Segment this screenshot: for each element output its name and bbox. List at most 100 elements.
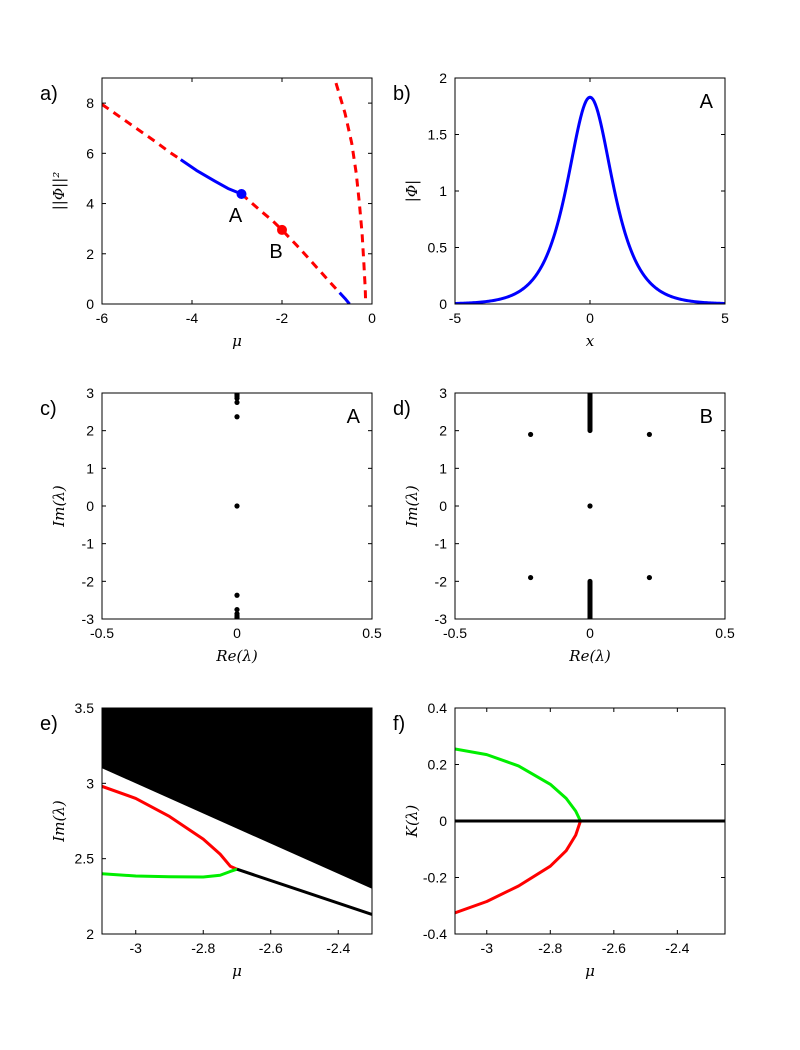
y-tick-label: 2 bbox=[86, 926, 94, 942]
plot-area-f bbox=[455, 747, 725, 915]
x-tick-label: -0.5 bbox=[443, 625, 467, 641]
series-e-2 bbox=[236, 867, 372, 916]
x-tick-label: -2.6 bbox=[259, 940, 283, 956]
y-tick-label: 1 bbox=[439, 460, 447, 476]
x-tick-label: -3 bbox=[481, 940, 494, 956]
y-tick-label: 0.4 bbox=[428, 700, 448, 716]
panel-annotation: A bbox=[700, 91, 714, 113]
panel-label: e) bbox=[40, 713, 58, 735]
panel-label: b) bbox=[393, 83, 411, 105]
x-tick-label: -5 bbox=[449, 310, 462, 326]
panel-label: d) bbox=[393, 398, 411, 420]
y-tick-label: 0.2 bbox=[428, 757, 448, 773]
y-tick-label: 3 bbox=[86, 775, 94, 791]
x-tick-label: -3 bbox=[130, 940, 143, 956]
eigenvalue-point bbox=[234, 503, 240, 509]
y-tick-label: 2 bbox=[439, 70, 447, 86]
y-tick-label: 2 bbox=[86, 423, 94, 439]
y-axis-label: Im(λ) bbox=[403, 485, 421, 528]
y-tick-label: 0 bbox=[86, 498, 94, 514]
eigenvalue-point bbox=[646, 431, 653, 438]
marker-A bbox=[236, 189, 247, 200]
y-tick-label: -2 bbox=[82, 573, 95, 589]
series-e-0 bbox=[102, 784, 238, 871]
panel-label: a) bbox=[40, 83, 58, 105]
x-tick-label: 5 bbox=[721, 310, 729, 326]
x-tick-label: 0 bbox=[233, 625, 241, 641]
x-tick-label: 0 bbox=[586, 310, 594, 326]
x-tick-label: -2.8 bbox=[191, 940, 215, 956]
x-tick-label: -2.4 bbox=[665, 940, 689, 956]
x-tick-label: 0.5 bbox=[715, 625, 735, 641]
y-tick-label: -0.4 bbox=[423, 926, 447, 942]
y-tick-label: 0 bbox=[439, 498, 447, 514]
plot-area-e bbox=[102, 708, 372, 916]
panel-label: c) bbox=[40, 398, 57, 420]
series-a-1 bbox=[179, 158, 243, 196]
x-tick-label: -2.8 bbox=[538, 940, 562, 956]
eigenvalue-point bbox=[234, 414, 240, 420]
y-axis-label: |Φ| bbox=[403, 180, 421, 202]
axes-box bbox=[101, 707, 373, 935]
eigenvalue-point bbox=[234, 606, 240, 613]
y-tick-label: 2.5 bbox=[75, 851, 95, 867]
panel-annotation: B bbox=[700, 406, 713, 428]
series-f-1 bbox=[455, 820, 582, 915]
y-tick-label: -1 bbox=[435, 536, 448, 552]
x-tick-label: -6 bbox=[96, 310, 109, 326]
plot-area-b bbox=[455, 95, 725, 304]
y-tick-label: -3 bbox=[82, 611, 95, 627]
panel-c: -0.5 0 0.5 -3 -2 -1 0 1 2 3 Re(λ) Im(λ) c) A bbox=[40, 385, 382, 665]
y-tick-label: 6 bbox=[86, 145, 94, 161]
x-axis-label: Re(λ) bbox=[568, 647, 611, 665]
panel-a: A B -6 -4 -2 0 0 2 4 6 8 μ ||Φ||² a) bbox=[40, 77, 376, 350]
x-tick-label: -0.5 bbox=[90, 625, 114, 641]
y-tick-label: 3.5 bbox=[75, 700, 95, 716]
y-tick-label: 4 bbox=[86, 196, 94, 212]
marker-label: A bbox=[229, 205, 243, 227]
y-axis-label: K(λ) bbox=[403, 805, 421, 839]
panel-d: -0.5 0 0.5 -3 -2 -1 0 1 2 3 Re(λ) Im(λ) d) B bbox=[393, 385, 735, 665]
y-tick-label: 1.5 bbox=[428, 127, 448, 143]
panel-e: -3 -2.8 -2.6 -2.4 2 2.5 3 3.5 μ Im(λ) e) bbox=[40, 700, 373, 980]
y-axis-label: Im(λ) bbox=[50, 800, 68, 843]
x-tick-label: 0 bbox=[368, 310, 376, 326]
x-tick-label: 0 bbox=[586, 625, 594, 641]
eigenvalue-point bbox=[234, 592, 240, 598]
x-axis-label: μ bbox=[585, 962, 595, 980]
series-b-0 bbox=[455, 95, 725, 304]
x-tick-label: 0.5 bbox=[362, 625, 382, 641]
series-a-3 bbox=[338, 291, 351, 304]
eigenvalue-point bbox=[528, 574, 534, 581]
marker-label: B bbox=[269, 241, 282, 263]
plot-area-a bbox=[102, 82, 368, 304]
axes-box bbox=[101, 77, 373, 305]
x-axis-label: μ bbox=[232, 962, 242, 980]
eigenvalue-point bbox=[528, 431, 534, 438]
x-tick-label: -4 bbox=[186, 310, 199, 326]
eigenvalue-point bbox=[234, 399, 240, 406]
y-tick-label: 8 bbox=[86, 95, 94, 111]
eigenvalue-point bbox=[646, 574, 653, 581]
panel-label: f) bbox=[393, 713, 405, 735]
x-axis-label: Re(λ) bbox=[215, 647, 258, 665]
y-tick-label: 1 bbox=[439, 183, 447, 199]
eigenvalue-point bbox=[234, 395, 240, 401]
y-tick-label: 3 bbox=[439, 385, 447, 401]
series-e-1 bbox=[102, 867, 238, 879]
axes-box bbox=[454, 77, 726, 305]
y-tick-label: 0 bbox=[439, 813, 447, 829]
y-tick-label: 0 bbox=[439, 296, 447, 312]
series-a-4 bbox=[334, 82, 368, 304]
series-f-0 bbox=[455, 747, 582, 822]
y-axis-label: ||Φ||² bbox=[50, 172, 68, 211]
x-axis-label: μ bbox=[232, 332, 242, 350]
panel-b: -5 0 500.511.52x|Φ|b) A bbox=[393, 70, 729, 350]
panel-f: -3 -2.8 -2.6 -2.4 -0.4 -0.2 0 0.2 0.4 μ K(λ) f) bbox=[393, 700, 726, 980]
x-tick-label: -2.6 bbox=[602, 940, 626, 956]
plot-area-c bbox=[234, 393, 240, 619]
y-tick-label: -1 bbox=[82, 536, 95, 552]
y-tick-label: 2 bbox=[439, 423, 447, 439]
y-tick-label: 1 bbox=[86, 460, 94, 476]
